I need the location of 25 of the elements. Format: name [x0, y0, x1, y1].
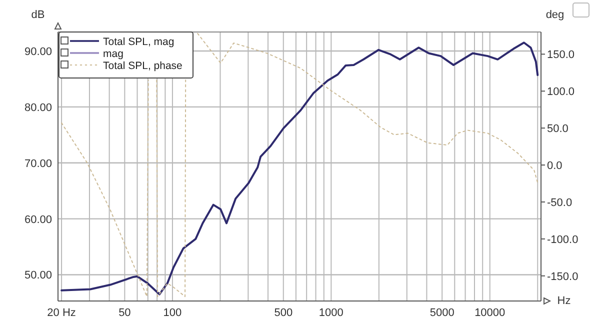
legend-label: mag	[103, 48, 124, 60]
legend-label: Total SPL, phase	[103, 60, 183, 72]
x-tick-label: 50	[118, 307, 131, 319]
y-axis-title: dB	[31, 9, 45, 21]
legend-label: Total SPL, mag	[103, 36, 174, 48]
y2-tick-label: -150.0	[547, 270, 578, 283]
y-tick-label: 60.00	[24, 214, 52, 226]
x-tick-label: 5000	[430, 307, 454, 319]
y-tick-label: 50.00	[24, 270, 52, 282]
y2-tick-label: 0.0	[547, 160, 562, 172]
y2-tick-label: -50.0	[547, 196, 572, 209]
y-tick-label: 90.00	[24, 46, 52, 58]
x-tick-label: 1000	[318, 307, 344, 319]
y-tick-label: 80.00	[24, 102, 52, 114]
x-tick-label: 20 Hz	[47, 307, 76, 319]
x-tick-label: 10000	[474, 307, 506, 319]
y2-tick-label: 50.0	[547, 123, 568, 136]
y2-tick-label: 150.0	[547, 49, 575, 62]
y-tick-label: 70.00	[24, 158, 52, 170]
x-axis-title: Hz	[557, 295, 571, 307]
y2-tick-label: -100.0	[547, 234, 578, 246]
x-tick-label: 100	[163, 307, 182, 319]
y2-tick-label: 100.0	[547, 86, 575, 98]
x-tick-label: 500	[274, 307, 293, 319]
y2-axis-title: deg	[546, 9, 564, 21]
